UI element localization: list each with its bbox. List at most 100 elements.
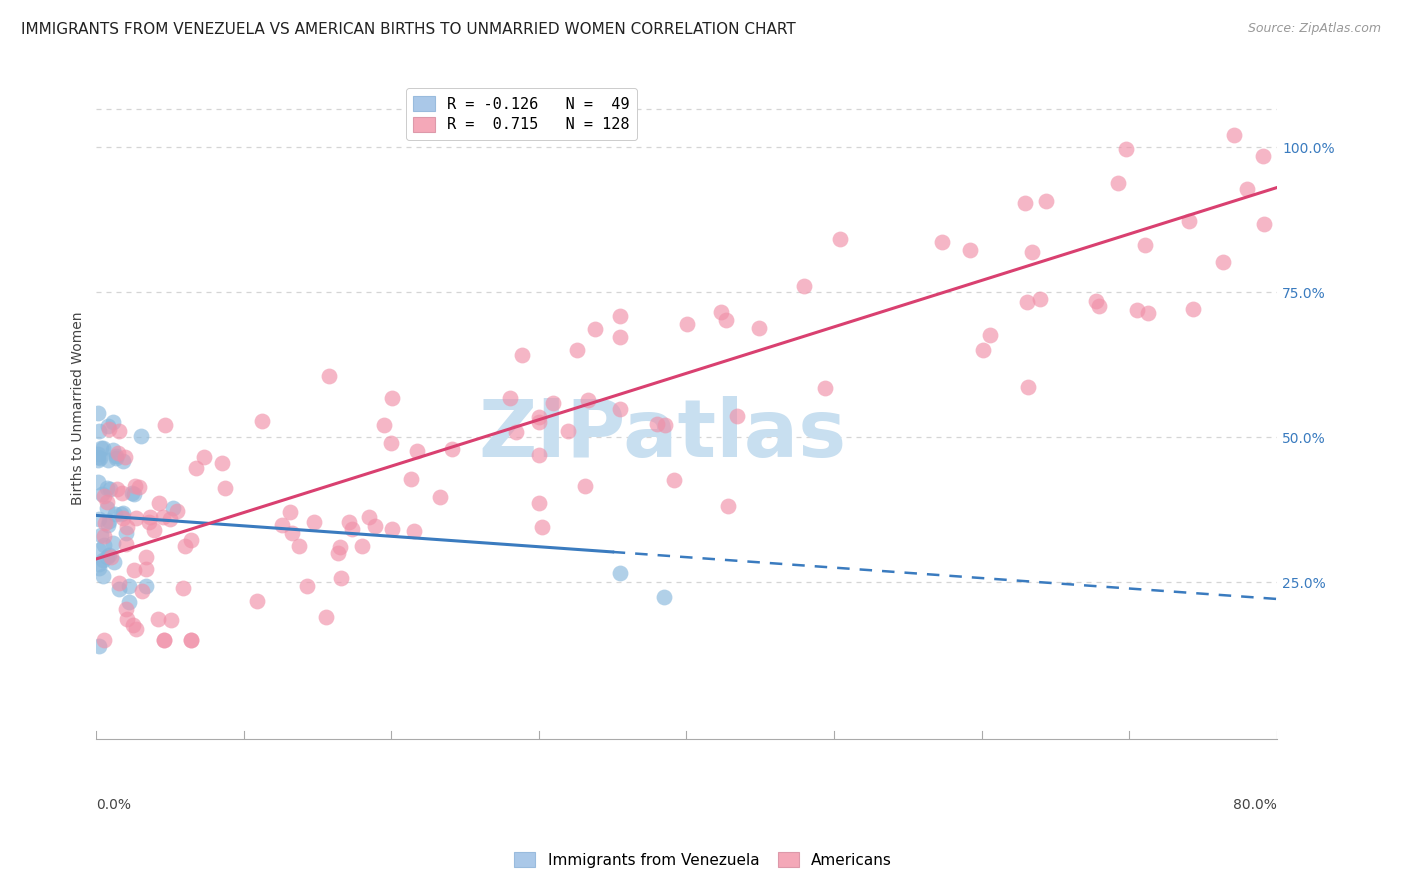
Point	[131, 583, 153, 598]
Point	[405, 444, 427, 458]
Point	[97, 452, 120, 467]
Point	[152, 510, 174, 524]
Point	[172, 581, 194, 595]
Point	[931, 235, 953, 250]
Point	[117, 520, 139, 534]
Point	[121, 486, 143, 500]
Point	[104, 449, 127, 463]
Point	[96, 550, 118, 565]
Point	[1223, 128, 1246, 143]
Point	[1021, 244, 1043, 259]
Point	[115, 601, 138, 615]
Point	[93, 489, 115, 503]
Point	[90, 528, 112, 542]
Point	[527, 410, 550, 425]
Point	[87, 450, 110, 464]
Point	[357, 509, 380, 524]
Point	[1236, 182, 1258, 196]
Point	[363, 519, 385, 533]
Point	[87, 475, 110, 490]
Point	[111, 506, 134, 520]
Point	[429, 490, 451, 504]
Point	[709, 305, 731, 319]
Point	[97, 548, 120, 562]
Point	[381, 392, 404, 406]
Point	[505, 425, 527, 439]
Point	[166, 504, 188, 518]
Point	[814, 381, 837, 395]
Point	[380, 436, 402, 450]
Point	[90, 486, 112, 500]
Point	[91, 553, 114, 567]
Point	[1126, 302, 1149, 317]
Point	[315, 610, 337, 624]
Legend: R = -0.126   N =  49, R =  0.715   N = 128: R = -0.126 N = 49, R = 0.715 N = 128	[405, 88, 637, 140]
Point	[530, 520, 553, 534]
Text: Source: ZipAtlas.com: Source: ZipAtlas.com	[1247, 22, 1381, 36]
Point	[139, 510, 162, 524]
Point	[97, 517, 120, 532]
Point	[1085, 293, 1108, 308]
Point	[162, 501, 184, 516]
Point	[1178, 213, 1201, 227]
Point	[510, 348, 533, 362]
Point	[1015, 295, 1038, 310]
Point	[527, 496, 550, 510]
Point	[676, 317, 699, 331]
Point	[135, 562, 157, 576]
Point	[499, 391, 522, 405]
Point	[128, 480, 150, 494]
Point	[329, 541, 352, 555]
Point	[114, 537, 136, 551]
Point	[143, 523, 166, 537]
Point	[135, 550, 157, 565]
Point	[87, 407, 110, 421]
Point	[527, 415, 550, 429]
Point	[89, 451, 111, 466]
Point	[576, 393, 599, 408]
Point	[402, 524, 425, 538]
Point	[96, 501, 118, 516]
Point	[103, 536, 125, 550]
Point	[87, 452, 110, 467]
Point	[287, 539, 309, 553]
Point	[645, 417, 668, 431]
Point	[302, 516, 325, 530]
Point	[107, 445, 129, 459]
Point	[103, 555, 125, 569]
Point	[211, 456, 233, 470]
Point	[1251, 149, 1274, 163]
Point	[91, 569, 114, 583]
Point	[1182, 301, 1205, 316]
Point	[124, 563, 146, 577]
Point	[104, 507, 127, 521]
Point	[1087, 300, 1109, 314]
Point	[108, 576, 131, 591]
Point	[89, 640, 111, 654]
Point	[101, 442, 124, 457]
Point	[1253, 217, 1275, 231]
Text: 80.0%: 80.0%	[1233, 798, 1277, 813]
Point	[972, 343, 994, 357]
Point	[1115, 142, 1137, 156]
Point	[153, 633, 176, 648]
Point	[87, 447, 110, 461]
Point	[1212, 254, 1234, 268]
Point	[725, 409, 748, 424]
Point	[104, 451, 127, 466]
Point	[103, 416, 125, 430]
Point	[328, 546, 350, 560]
Point	[114, 450, 136, 465]
Point	[574, 479, 596, 493]
Point	[117, 612, 139, 626]
Point	[664, 473, 686, 487]
Point	[131, 429, 153, 443]
Point	[111, 454, 134, 468]
Point	[89, 558, 111, 572]
Y-axis label: Births to Unmarried Women: Births to Unmarried Women	[72, 311, 86, 505]
Text: IMMIGRANTS FROM VENEZUELA VS AMERICAN BIRTHS TO UNMARRIED WOMEN CORRELATION CHAR: IMMIGRANTS FROM VENEZUELA VS AMERICAN BI…	[21, 22, 796, 37]
Point	[654, 417, 676, 432]
Point	[541, 395, 564, 409]
Point	[979, 328, 1001, 343]
Point	[135, 579, 157, 593]
